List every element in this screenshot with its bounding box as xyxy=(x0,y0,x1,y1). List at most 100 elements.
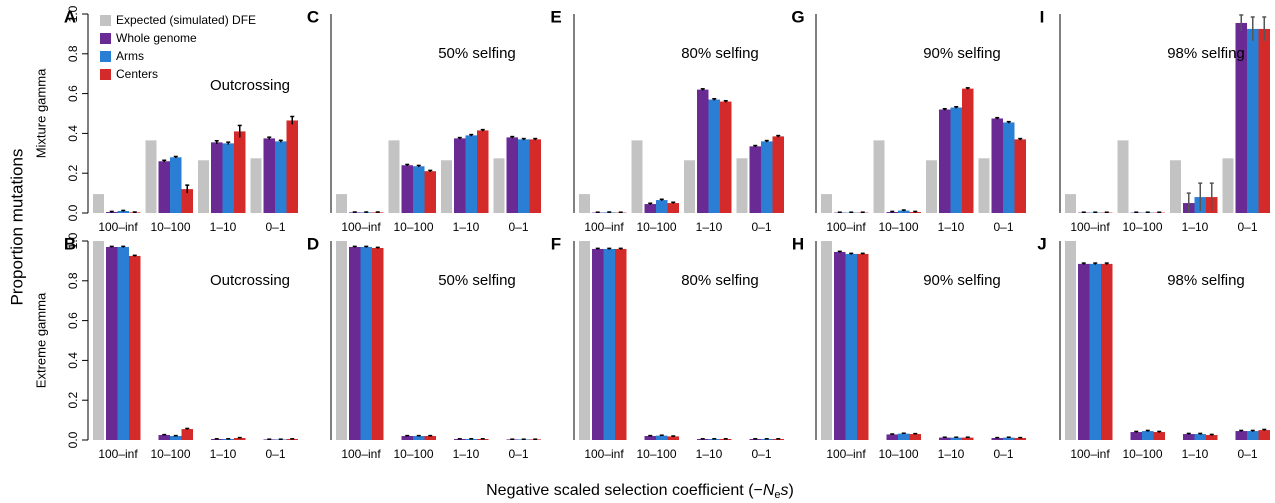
x-tick-label: 100–inf xyxy=(584,447,624,461)
bar xyxy=(275,141,287,213)
legend-label: Whole genome xyxy=(116,31,197,45)
x-tick-label: 10–100 xyxy=(393,447,433,461)
panel-subtitle: 80% selfing xyxy=(681,272,759,289)
bar xyxy=(117,246,129,440)
bar xyxy=(413,436,425,440)
x-tick-label: 0–1 xyxy=(1237,220,1257,234)
bar xyxy=(1206,435,1218,440)
bar xyxy=(886,434,898,440)
y-tick-label: 0.6 xyxy=(66,85,80,102)
bar xyxy=(170,157,182,213)
bar xyxy=(198,160,209,213)
x-tick-label: 0–1 xyxy=(1237,447,1257,461)
row-label: Mixture gamma xyxy=(33,68,48,158)
bar xyxy=(1078,263,1090,440)
x-tick-label: 10–100 xyxy=(636,447,676,461)
y-axis-title: Proportion mutations xyxy=(7,149,26,306)
panel-subtitle: 50% selfing xyxy=(438,272,516,289)
bar xyxy=(1258,28,1270,213)
bar xyxy=(413,166,425,213)
bar xyxy=(441,160,452,213)
bar xyxy=(222,143,234,213)
bar xyxy=(909,434,921,440)
y-tick-label: 0.6 xyxy=(66,312,80,329)
x-tick-label: 0–1 xyxy=(993,220,1013,234)
bar xyxy=(962,88,974,213)
bar xyxy=(145,140,157,213)
bar xyxy=(1258,430,1270,440)
bar xyxy=(424,436,436,440)
x-tick-label: 0–1 xyxy=(751,220,771,234)
x-tick-label: 1–10 xyxy=(210,447,237,461)
bar xyxy=(603,248,615,440)
bar xyxy=(644,436,656,440)
bar xyxy=(667,203,679,213)
x-tick-label: 100–inf xyxy=(1070,220,1110,234)
x-tick-label: 1–10 xyxy=(696,447,723,461)
x-tick-label: 10–100 xyxy=(1122,220,1162,234)
panel-subtitle: 90% selfing xyxy=(923,45,1001,62)
bar xyxy=(761,141,773,213)
x-tick-label: 0–1 xyxy=(265,447,285,461)
bar xyxy=(631,140,643,213)
bar xyxy=(1235,431,1247,440)
y-tick-label: 0.8 xyxy=(66,272,80,289)
legend-swatch xyxy=(100,51,111,62)
bar xyxy=(1065,241,1076,440)
x-tick-label: 10–100 xyxy=(393,220,433,234)
bar xyxy=(360,246,372,440)
panel-letter: H xyxy=(792,234,804,253)
panel-letter: A xyxy=(64,7,76,26)
bar xyxy=(1003,122,1015,213)
x-tick-label: 10–100 xyxy=(150,220,190,234)
bar xyxy=(962,437,974,440)
bar xyxy=(1117,140,1129,213)
y-tick-label: 0.2 xyxy=(66,165,80,182)
bar xyxy=(93,241,104,440)
bar xyxy=(388,140,400,213)
legend-label: Centers xyxy=(116,67,158,81)
bar xyxy=(873,140,885,213)
bar xyxy=(821,241,832,440)
bar xyxy=(644,204,656,213)
bar xyxy=(1003,437,1015,440)
legend-swatch xyxy=(100,33,111,44)
bar xyxy=(477,130,489,213)
bar xyxy=(349,246,361,440)
x-axis-title-symbol: s xyxy=(781,482,789,499)
bar xyxy=(939,109,951,213)
bar xyxy=(211,142,223,213)
panel-subtitle: Outcrossing xyxy=(210,272,290,289)
bar xyxy=(1142,431,1154,440)
bar xyxy=(1014,139,1026,213)
bar xyxy=(772,136,784,213)
x-tick-label: 100–inf xyxy=(584,220,624,234)
bar xyxy=(372,247,384,440)
bar xyxy=(93,194,104,213)
bar xyxy=(667,436,679,440)
x-tick-label: 1–10 xyxy=(210,220,237,234)
bar xyxy=(708,99,720,213)
bar xyxy=(401,165,413,213)
bar xyxy=(720,101,732,213)
bar xyxy=(106,246,118,440)
x-tick-label: 0–1 xyxy=(508,220,528,234)
bar xyxy=(234,131,246,213)
x-tick-label: 0–1 xyxy=(265,220,285,234)
bar xyxy=(939,437,951,440)
x-tick-label: 1–10 xyxy=(696,220,723,234)
bar xyxy=(834,251,846,440)
bar xyxy=(1089,263,1101,440)
x-axis-title-text: ) xyxy=(789,482,794,499)
bar xyxy=(336,194,347,213)
bar xyxy=(857,253,869,440)
x-tick-label: 1–10 xyxy=(1182,447,1209,461)
bar xyxy=(697,89,709,213)
bar xyxy=(736,158,748,213)
bar xyxy=(506,137,518,213)
bar xyxy=(336,241,347,440)
bar xyxy=(1222,158,1234,213)
bar xyxy=(234,438,246,440)
bar xyxy=(1153,432,1165,440)
bar xyxy=(592,248,604,440)
